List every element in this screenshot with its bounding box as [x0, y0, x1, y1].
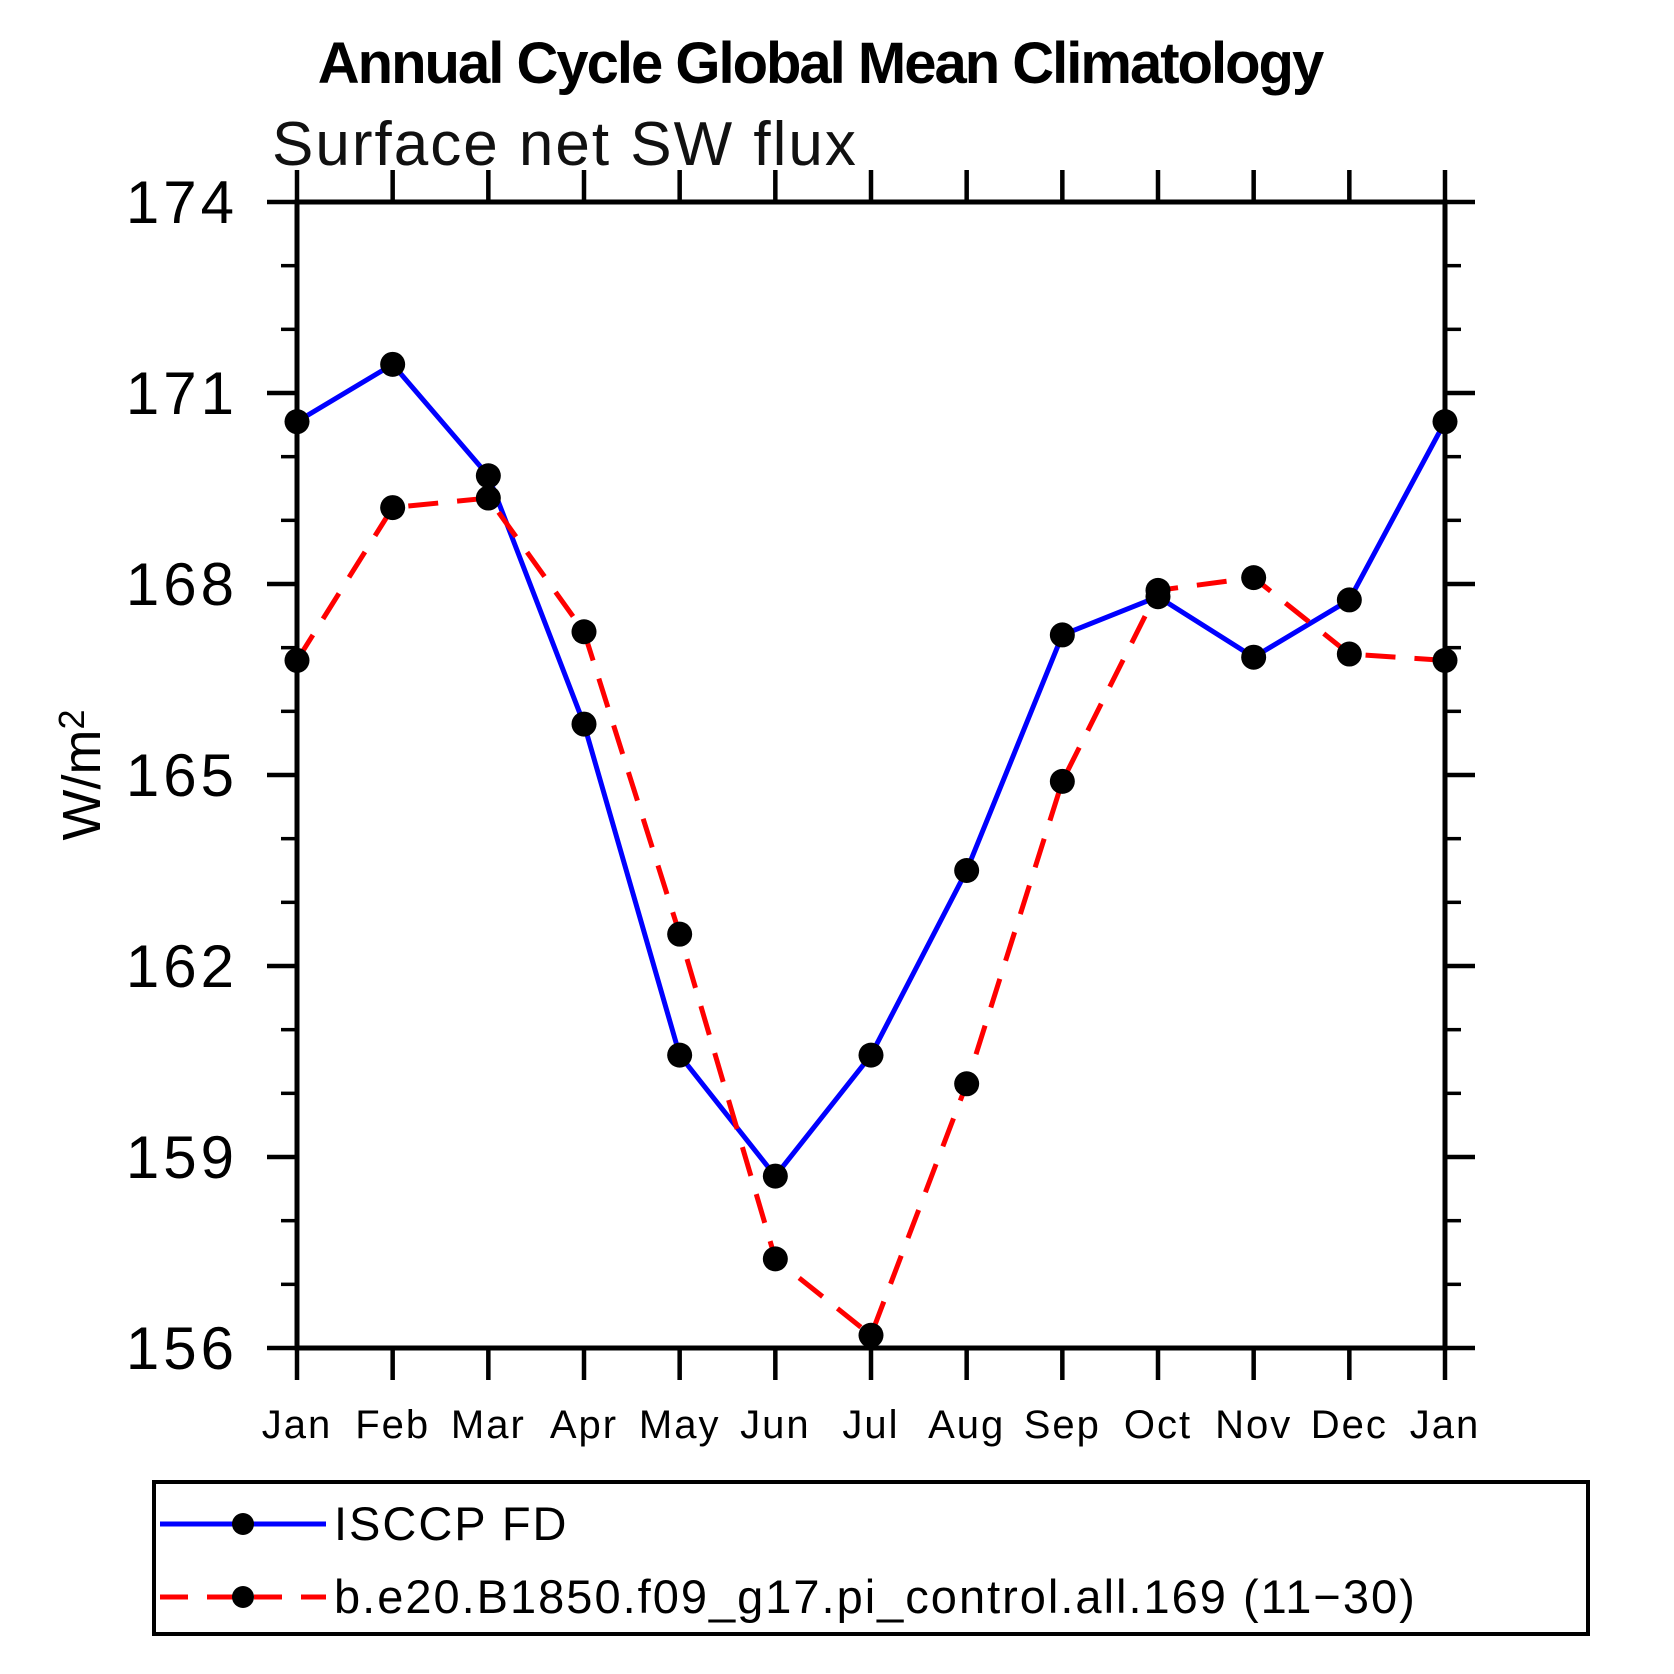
y-axis-tick-label: 162 — [126, 933, 238, 1000]
data-point-marker — [954, 858, 980, 883]
data-point-marker — [858, 1322, 884, 1348]
data-point-marker — [571, 711, 597, 737]
data-point-marker — [667, 1042, 693, 1068]
data-point-marker — [954, 1071, 980, 1097]
chart-subtitle: Surface net SW flux — [272, 110, 858, 179]
chart-title: Annual Cycle Global Mean Climatology — [317, 31, 1324, 96]
data-point-marker — [1145, 577, 1171, 603]
data-point-marker — [475, 485, 501, 511]
x-axis-tick-label: Sep — [1024, 1403, 1101, 1447]
data-point-marker — [475, 463, 501, 489]
data-point-marker — [1432, 647, 1458, 673]
data-point-marker — [1336, 587, 1362, 613]
x-axis-tick-label: Jan — [1410, 1403, 1481, 1447]
y-axis-tick-label: 156 — [126, 1315, 238, 1382]
x-axis-tick-label: Dec — [1311, 1403, 1388, 1447]
legend-entry-label: ISCCP FD — [334, 1497, 569, 1550]
legend-entry-label: b.e20.B1850.f09_g17.pi_control.all.169 (… — [334, 1570, 1417, 1623]
x-axis-tick-label: Mar — [451, 1403, 526, 1447]
y-axis-tick-label: 165 — [126, 742, 238, 809]
y-axis-tick-label: 171 — [126, 360, 238, 427]
legend-marker — [232, 1586, 254, 1608]
x-axis-tick-label: Jan — [262, 1403, 333, 1447]
x-axis-tick-label: Apr — [550, 1403, 618, 1447]
data-point-marker — [1432, 409, 1458, 435]
x-axis-tick-label: Jul — [842, 1403, 899, 1447]
data-point-marker — [1049, 622, 1075, 648]
series-line-model — [294, 495, 1446, 1340]
y-axis-tick-label: 174 — [126, 169, 238, 236]
x-axis-tick-label: Aug — [928, 1403, 1005, 1447]
data-point-marker — [1241, 644, 1267, 670]
x-axis-tick-label: Feb — [355, 1403, 430, 1447]
data-point-marker — [380, 351, 406, 377]
x-axis-tick-label: Nov — [1215, 1403, 1292, 1447]
legend-marker — [232, 1513, 254, 1535]
x-axis-tick-label: May — [639, 1403, 721, 1447]
x-axis-tick-label: Oct — [1124, 1403, 1192, 1447]
y-axis-title: W/m2 — [51, 710, 112, 841]
y-axis-tick-label: 159 — [126, 1124, 238, 1191]
data-point-marker — [380, 495, 406, 521]
data-point-marker — [284, 409, 310, 435]
data-point-marker — [1336, 641, 1362, 667]
x-axis-tick-label: Jun — [740, 1403, 811, 1447]
data-point-marker — [762, 1163, 788, 1189]
data-point-marker — [667, 921, 693, 947]
y-axis-tick-label: 168 — [126, 551, 238, 618]
plot-box — [294, 199, 1448, 1351]
data-point-marker — [571, 619, 597, 645]
data-point-marker — [858, 1042, 884, 1068]
data-point-marker — [1241, 565, 1267, 591]
legend-box — [152, 1480, 1590, 1636]
data-point-marker — [762, 1246, 788, 1272]
data-point-marker — [1049, 768, 1075, 794]
data-point-marker — [284, 647, 310, 673]
